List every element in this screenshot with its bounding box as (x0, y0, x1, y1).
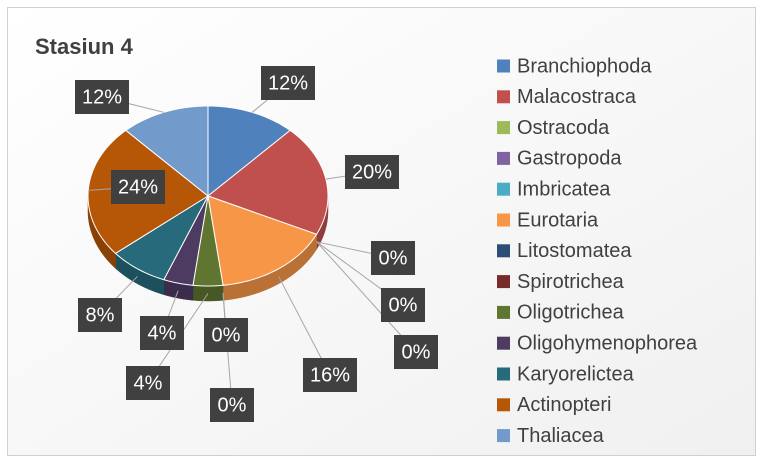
pie-slice (207, 105, 291, 198)
legend-label: Eurotaria (517, 209, 599, 231)
legend-label: Malacostraca (517, 86, 637, 108)
legend-swatch (497, 336, 510, 350)
legend-label: Gastropoda (517, 148, 622, 170)
data-label-box (261, 66, 315, 100)
data-label-box (303, 358, 357, 392)
legend-label: Karyorelictea (517, 363, 635, 385)
legend-label: Imbricatea (517, 178, 611, 200)
legend-swatch (497, 429, 510, 443)
data-label-box (78, 298, 122, 332)
legend-label: Ostracoda (517, 117, 610, 139)
pie-slice (163, 195, 209, 286)
legend-label: Litostomatea (517, 240, 632, 262)
data-label: 0% (212, 324, 241, 346)
legend-swatch (497, 121, 510, 135)
data-label: 0% (379, 247, 408, 269)
pie-slice (125, 105, 209, 198)
data-label: 0% (402, 341, 431, 363)
pie-slice (192, 195, 224, 287)
data-label: 12% (82, 86, 122, 108)
legend-swatch (497, 305, 510, 319)
pie-slice (207, 195, 318, 286)
data-label: 4% (148, 322, 177, 344)
chart-title: Stasiun 4 (35, 34, 134, 59)
legend-label: Spirotrichea (517, 271, 625, 293)
legend-swatch (497, 244, 510, 258)
data-label: 4% (134, 372, 163, 394)
pie-side (192, 285, 224, 302)
pie-slice (114, 194, 210, 281)
data-label-box (371, 241, 415, 275)
legend-swatch (497, 151, 510, 165)
data-label: 20% (352, 161, 392, 183)
data-label: 16% (310, 364, 350, 386)
data-label-box (204, 318, 248, 352)
data-label-box (140, 316, 184, 350)
data-label-box (111, 170, 165, 204)
data-label-box (345, 155, 399, 189)
legend-swatch (497, 182, 510, 196)
legend-label: Actinopteri (517, 394, 612, 416)
data-label-box (210, 388, 254, 422)
data-label-box (126, 366, 170, 400)
legend-label: Oligohymenophorea (517, 332, 698, 354)
data-label: 12% (268, 72, 308, 94)
leader-line (316, 241, 417, 353)
data-label: 0% (389, 294, 418, 316)
legend-swatch (497, 90, 510, 104)
legend-swatch (497, 398, 510, 412)
legend-swatch (497, 213, 510, 227)
legend-swatch (497, 275, 510, 289)
legend-label: Branchiophoda (517, 55, 652, 77)
data-label-box (381, 288, 425, 322)
data-label-box (75, 80, 129, 114)
legend-label: Oligotrichea (517, 302, 625, 324)
data-label: 8% (86, 304, 115, 326)
data-label: 24% (118, 176, 158, 198)
legend-label: Thaliacea (517, 425, 605, 447)
data-label-box (394, 335, 438, 369)
legend-swatch (497, 367, 510, 381)
legend-swatch (497, 59, 510, 73)
pie-slice (206, 129, 329, 235)
data-label: 0% (218, 394, 247, 416)
